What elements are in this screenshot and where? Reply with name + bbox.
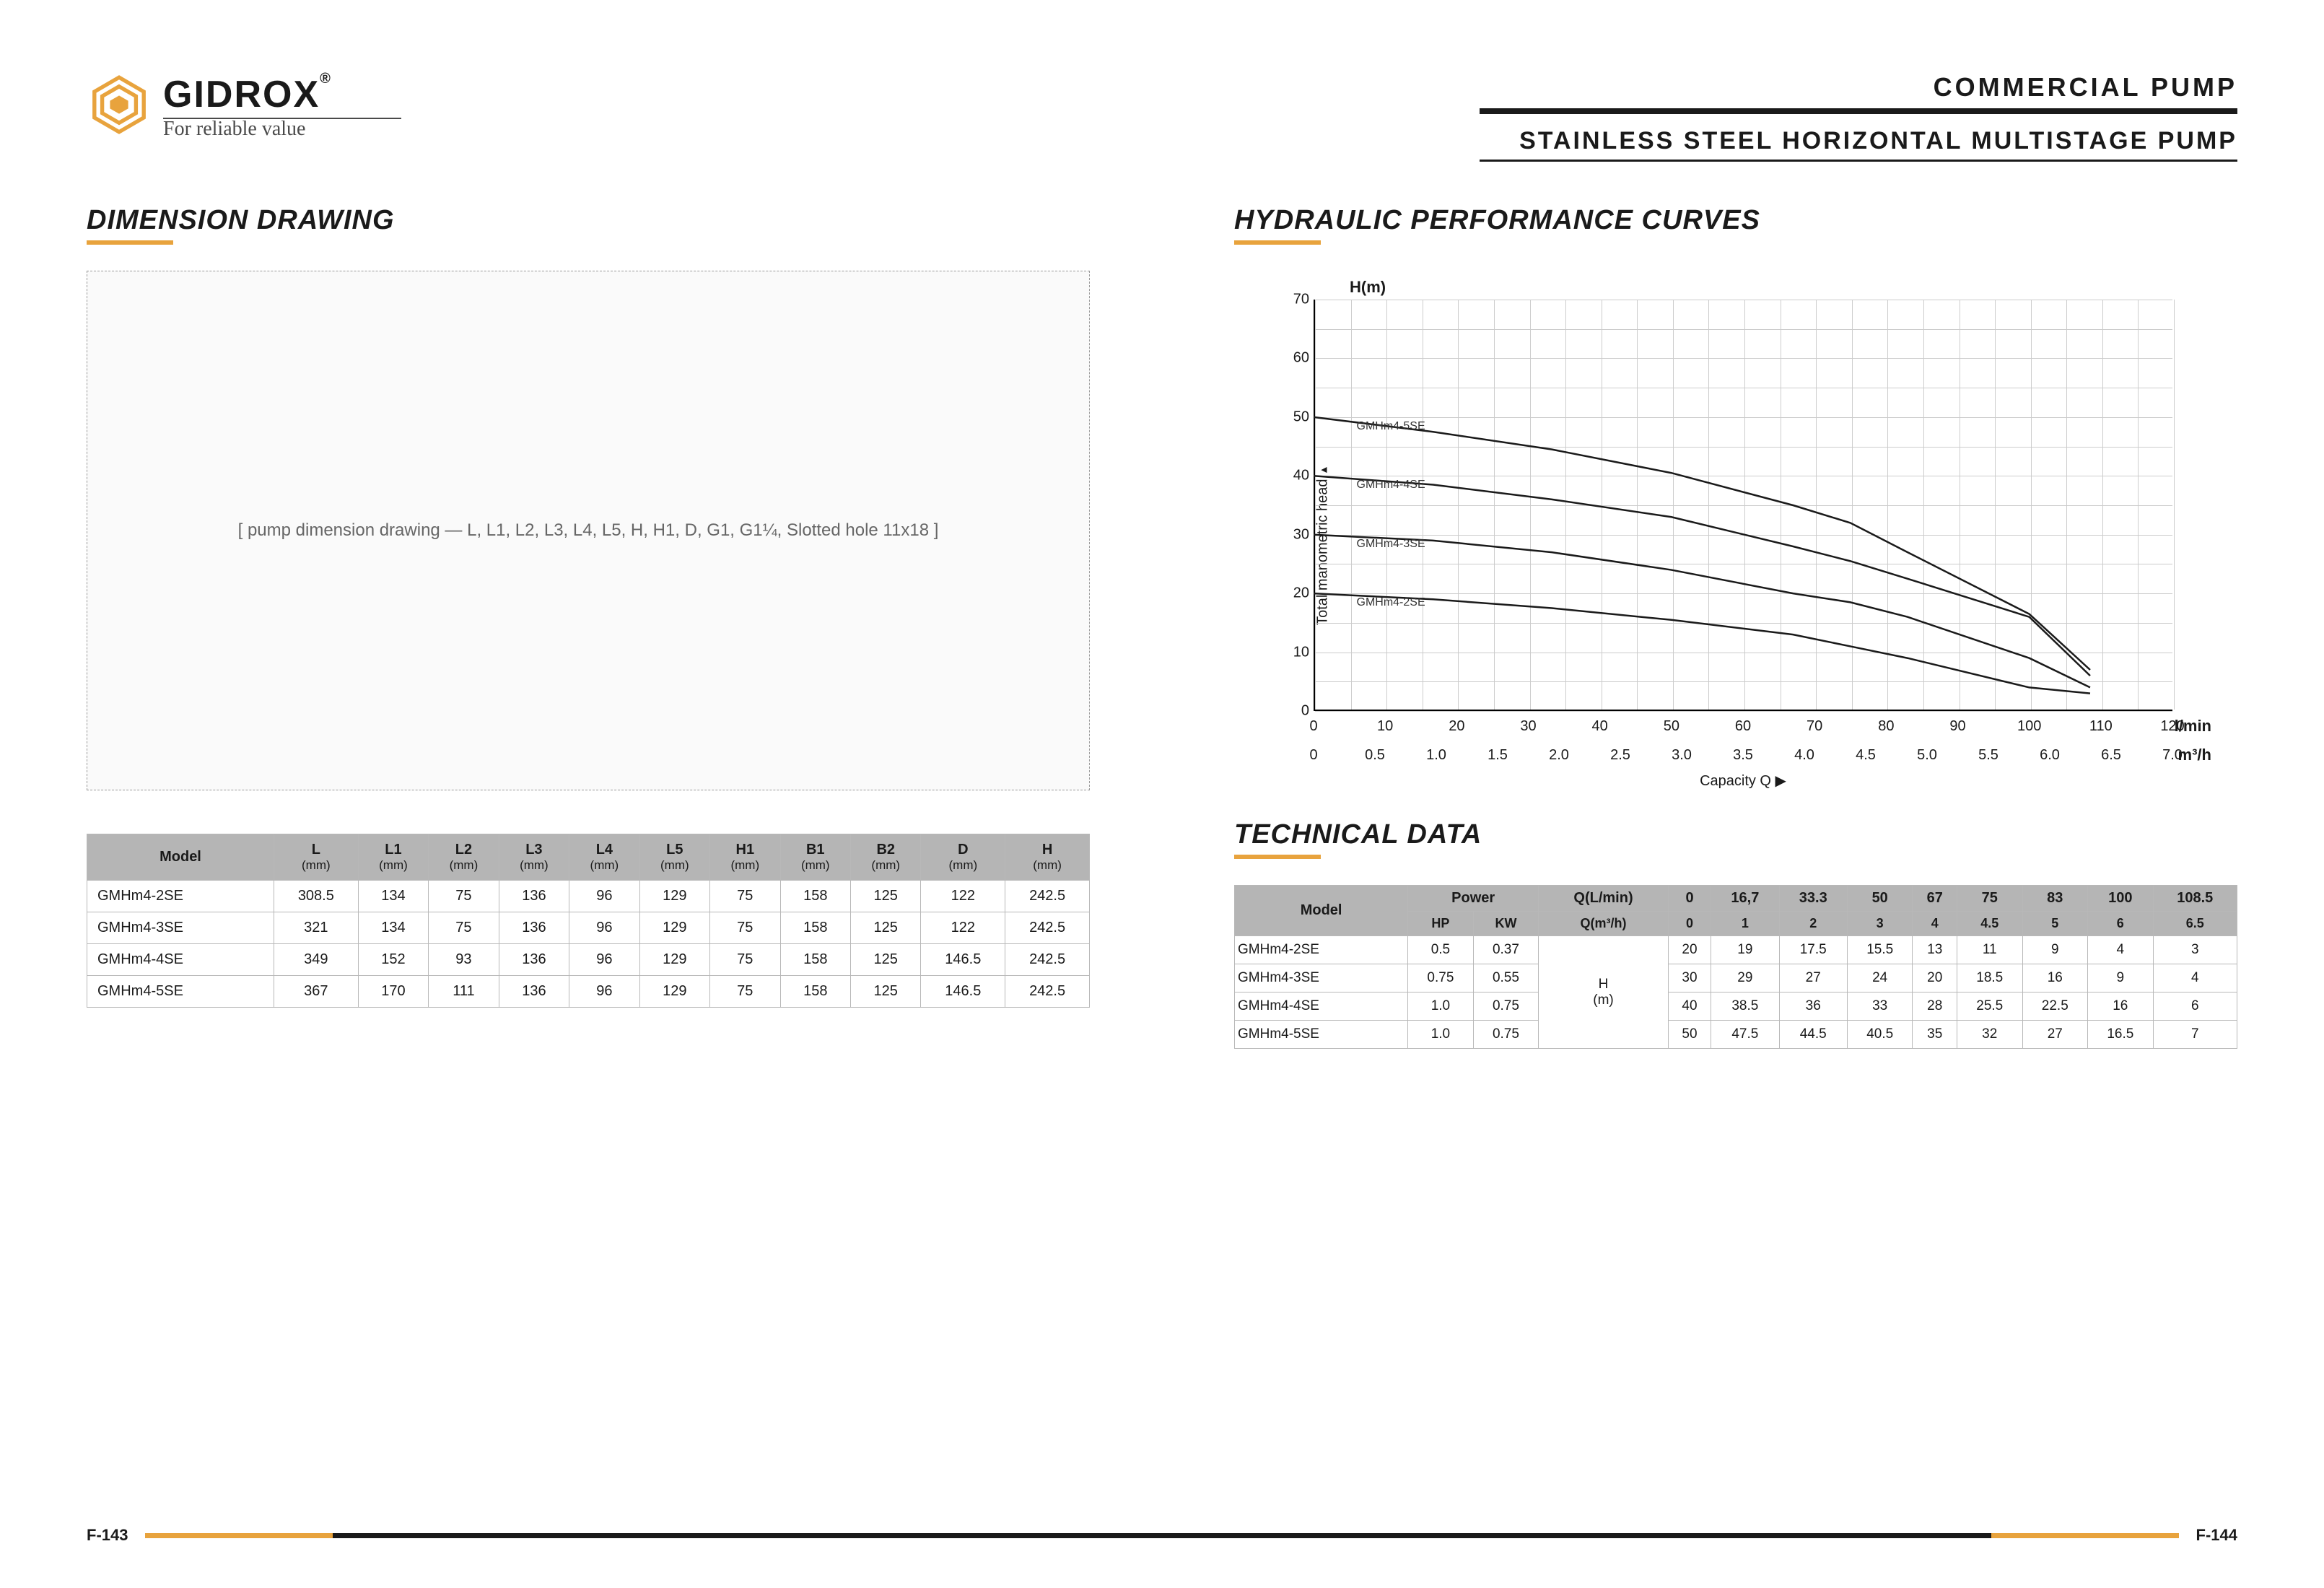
table-row: GMHm4-3SE321134751369612975158125122242.… bbox=[87, 912, 1090, 944]
page-header: GIDROX® For reliable value COMMERCIAL PU… bbox=[87, 72, 2237, 162]
page-footer: F-143 F-144 bbox=[87, 1526, 2237, 1545]
x-tick-lmin: 110 bbox=[2089, 718, 2113, 735]
x-tick-m3h: 3.0 bbox=[1672, 747, 1692, 764]
y-tick: 0 bbox=[1290, 703, 1309, 720]
x-tick-lmin: 60 bbox=[1735, 718, 1751, 735]
table-row: GMHm4-4SE349152931369612975158125146.524… bbox=[87, 944, 1090, 976]
curve-label: GMHm4-4SE bbox=[1357, 479, 1425, 492]
x-tick-lmin: 10 bbox=[1377, 718, 1393, 735]
curve-label: GMHm4-3SE bbox=[1357, 538, 1425, 551]
x-tick-m3h: 6.0 bbox=[2040, 747, 2060, 764]
chart-y-title: H(m) bbox=[1350, 278, 2194, 297]
x-tick-lmin: 20 bbox=[1449, 718, 1464, 735]
x-tick-m3h: 5.5 bbox=[1978, 747, 1998, 764]
dim-col-header: L4(mm) bbox=[569, 834, 639, 881]
curve-label: GMHm4-2SE bbox=[1357, 596, 1425, 609]
page-number-left: F-143 bbox=[87, 1526, 128, 1545]
dim-col-header: L(mm) bbox=[274, 834, 358, 881]
brand-name: GIDROX® bbox=[163, 73, 401, 116]
x-tick-m3h: 1.0 bbox=[1426, 747, 1446, 764]
brand-tagline: For reliable value bbox=[163, 118, 401, 141]
x-tick-m3h: 3.5 bbox=[1733, 747, 1753, 764]
dim-col-header: B1(mm) bbox=[780, 834, 850, 881]
y-tick: 20 bbox=[1290, 585, 1309, 602]
dim-col-header: Model bbox=[87, 834, 274, 881]
x-tick-lmin: 90 bbox=[1949, 718, 1965, 735]
y-tick: 60 bbox=[1290, 350, 1309, 367]
right-column: HYDRAULIC PERFORMANCE CURVES H(m) Total … bbox=[1234, 205, 2237, 1049]
tech-data-title: TECHNICAL DATA bbox=[1234, 819, 2237, 850]
table-row: GMHm4-5SE3671701111369612975158125146.52… bbox=[87, 976, 1090, 1008]
x-tick-lmin: 30 bbox=[1520, 718, 1536, 735]
technical-data-table: ModelPowerQ(L/min)016,733.35067758310010… bbox=[1234, 885, 2237, 1049]
y-tick: 50 bbox=[1290, 409, 1309, 425]
x-tick-m3h: 4.0 bbox=[1794, 747, 1814, 764]
dim-col-header: H1(mm) bbox=[710, 834, 780, 881]
table-row: GMHm4-2SE308.513475136961297515812512224… bbox=[87, 881, 1090, 912]
header-titles: COMMERCIAL PUMP STAINLESS STEEL HORIZONT… bbox=[1480, 72, 2237, 162]
x-unit-lmin: l/min bbox=[2175, 717, 2211, 736]
subtitle: STAINLESS STEEL HORIZONTAL MULTISTAGE PU… bbox=[1480, 127, 2237, 155]
category-title: COMMERCIAL PUMP bbox=[1480, 72, 2237, 102]
left-column: DIMENSION DRAWING [ pump dimension drawi… bbox=[87, 205, 1090, 1049]
x-tick-lmin: 0 bbox=[1309, 718, 1317, 735]
table-row: GMHm4-5SE1.00.755047.544.540.535322716.5… bbox=[1235, 1021, 2237, 1049]
x-tick-lmin: 50 bbox=[1664, 718, 1679, 735]
x-tick-lmin: 100 bbox=[2017, 718, 2041, 735]
x-tick-m3h: 6.5 bbox=[2101, 747, 2121, 764]
dimension-title: DIMENSION DRAWING bbox=[87, 205, 1090, 236]
logo-icon bbox=[87, 72, 152, 141]
x-tick-m3h: 4.5 bbox=[1856, 747, 1876, 764]
dimension-drawing: [ pump dimension drawing — L, L1, L2, L3… bbox=[87, 271, 1090, 790]
x-axis-caption: Capacity Q ▶ bbox=[1700, 772, 1786, 790]
y-tick: 30 bbox=[1290, 526, 1309, 543]
dim-col-header: H(mm) bbox=[1005, 834, 1090, 881]
x-unit-m3h: m³/h bbox=[2178, 746, 2211, 764]
y-tick: 10 bbox=[1290, 644, 1309, 660]
dim-col-header: L2(mm) bbox=[429, 834, 499, 881]
y-tick: 70 bbox=[1290, 292, 1309, 308]
x-tick-m3h: 2.5 bbox=[1610, 747, 1630, 764]
x-tick-m3h: 0.5 bbox=[1365, 747, 1385, 764]
dim-col-header: L5(mm) bbox=[639, 834, 709, 881]
x-tick-m3h: 1.5 bbox=[1488, 747, 1508, 764]
y-tick: 40 bbox=[1290, 468, 1309, 484]
dim-col-header: L3(mm) bbox=[499, 834, 569, 881]
x-tick-m3h: 0 bbox=[1309, 747, 1317, 764]
curve-label: GMHm4-5SE bbox=[1357, 420, 1425, 433]
table-row: GMHm4-3SE0.750.55302927242018.51694 bbox=[1235, 964, 2237, 992]
performance-chart: H(m) Total manometric head ▲ 01020304050… bbox=[1234, 271, 2237, 819]
page-number-right: F-144 bbox=[2196, 1526, 2237, 1545]
curves-title: HYDRAULIC PERFORMANCE CURVES bbox=[1234, 205, 2237, 236]
table-row: GMHm4-2SE0.50.37H (m)201917.515.51311943 bbox=[1235, 936, 2237, 964]
x-tick-m3h: 2.0 bbox=[1549, 747, 1569, 764]
table-row: GMHm4-4SE1.00.754038.536332825.522.5166 bbox=[1235, 992, 2237, 1021]
dim-col-header: L1(mm) bbox=[358, 834, 428, 881]
dim-col-header: B2(mm) bbox=[851, 834, 921, 881]
x-tick-lmin: 40 bbox=[1592, 718, 1608, 735]
logo: GIDROX® For reliable value bbox=[87, 72, 401, 141]
x-tick-lmin: 80 bbox=[1878, 718, 1894, 735]
dim-col-header: D(mm) bbox=[921, 834, 1005, 881]
x-tick-lmin: 70 bbox=[1807, 718, 1822, 735]
dimension-table: ModelL(mm)L1(mm)L2(mm)L3(mm)L4(mm)L5(mm)… bbox=[87, 834, 1090, 1008]
x-tick-m3h: 5.0 bbox=[1917, 747, 1937, 764]
